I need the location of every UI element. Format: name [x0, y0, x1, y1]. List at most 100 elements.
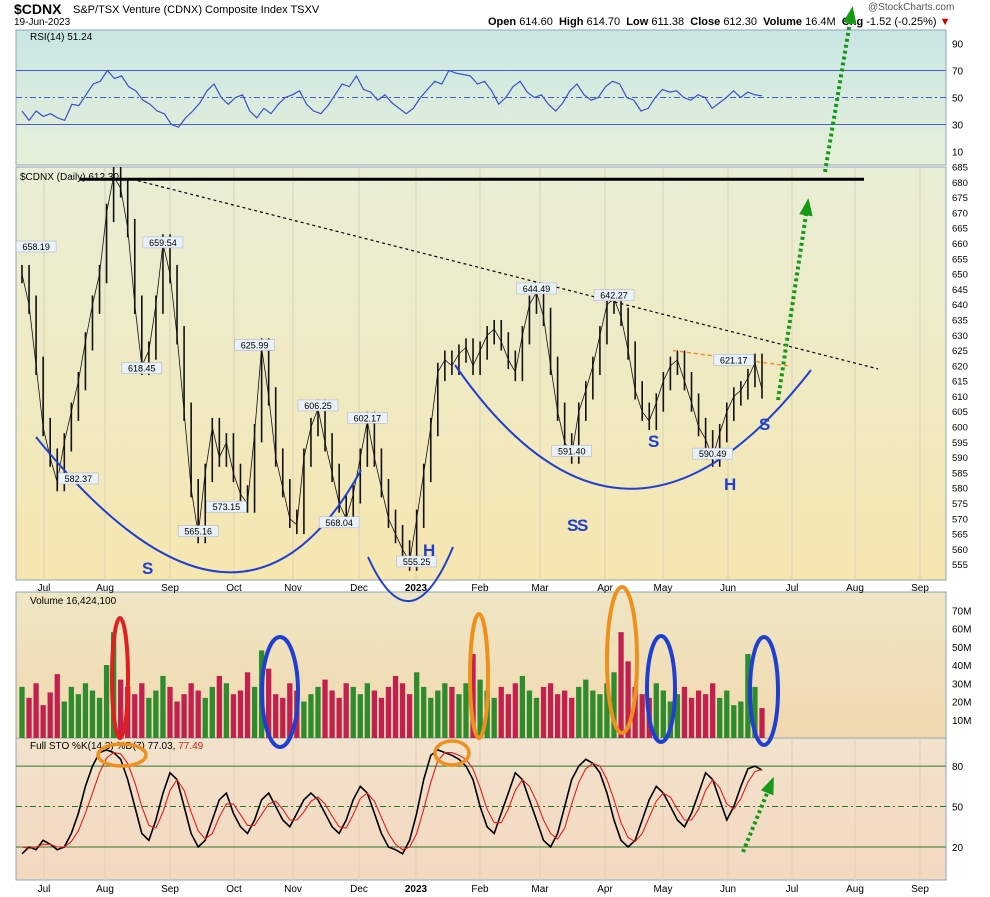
price-label-box [318, 516, 360, 529]
volume-bar [463, 683, 469, 738]
volume-bar [604, 683, 610, 738]
price-label-box [692, 447, 733, 460]
volume-bar [167, 686, 173, 738]
x-tick-label-top: Sep [911, 583, 929, 594]
x-tick-label-bottom: Feb [471, 884, 489, 895]
rsi-tick-label: 70 [952, 67, 964, 78]
volume-bar [68, 686, 74, 738]
rsi-tick-label: 50 [952, 94, 964, 105]
volume-tick-label: 30M [952, 679, 971, 690]
volume-bar [82, 683, 89, 738]
price-tick-label: 605 [952, 407, 968, 418]
volume-bar [724, 690, 730, 738]
x-tick-label-top: Aug [846, 583, 864, 594]
volume-bar [230, 694, 237, 738]
volume-bar [547, 683, 554, 738]
volume-bar [96, 697, 103, 738]
price-tick-label: 675 [952, 193, 968, 204]
sto-tick-label: 80 [952, 762, 964, 773]
volume-bar [266, 668, 272, 738]
sto-peak-ellipse [96, 742, 148, 768]
volume-bar [491, 697, 497, 738]
x-tick-label-bottom: Aug [846, 884, 864, 895]
stockcharts-credit: @StockCharts.com [868, 2, 955, 13]
symbol-title: $CDNX [14, 1, 62, 17]
x-tick-label-bottom: May [654, 884, 673, 895]
volume-bar [428, 697, 434, 738]
x-tick-label-bottom: Aug [96, 884, 114, 895]
volume-bar [702, 694, 709, 738]
volume-bar [421, 686, 427, 738]
volume-highlight-ellipse [260, 635, 300, 749]
volume-bar [202, 697, 208, 738]
price-tick-label: 685 [952, 163, 968, 174]
chart-date: 19-Jun-2023 [14, 17, 71, 28]
volume-bar [442, 683, 448, 738]
volume-bar [343, 683, 349, 738]
price-label: 642.27 [600, 291, 628, 301]
x-tick-label-bottom: Jun [720, 884, 736, 895]
price-tick-label: 620 [952, 361, 968, 372]
x-tick-label-top: Apr [597, 583, 613, 594]
volume-bar [618, 632, 624, 738]
price-label: 618.45 [128, 364, 156, 374]
pattern-letter: S [648, 432, 659, 451]
price-label-box [516, 282, 557, 295]
price-label-box [396, 555, 437, 568]
volume-bar [287, 683, 293, 738]
volume-bar [146, 697, 152, 738]
rsi-tick-label: 10 [952, 148, 964, 159]
price-label-box [593, 289, 635, 301]
volume-bar [216, 675, 222, 738]
x-tick-label-top: Oct [226, 583, 242, 594]
x-tick-label-top: Nov [284, 583, 302, 594]
volume-tick-label: 10M [952, 716, 971, 727]
volume-bar [223, 683, 230, 738]
price-label: 606.25 [304, 401, 332, 411]
breakout-arrow-short-head [799, 198, 813, 217]
volume-tick-label: 60M [952, 625, 971, 636]
price-label-box [58, 472, 99, 485]
x-tick-label-top: Jul [38, 583, 51, 594]
volume-bar [47, 692, 53, 738]
price-label-box [297, 399, 339, 412]
price-label: 602.17 [354, 413, 382, 423]
volume-bar [322, 679, 328, 738]
volume-bar [237, 690, 244, 738]
volume-bar [759, 708, 765, 738]
volume-bar [569, 697, 575, 738]
pattern-letter: S [577, 516, 588, 535]
price-tick-label: 625 [952, 346, 968, 357]
volume-bar [611, 672, 617, 738]
volume-bar [385, 686, 392, 738]
volume-bar [717, 697, 723, 738]
volume-bar [350, 686, 356, 738]
volume-bar [195, 690, 201, 738]
x-tick-label-bottom: Oct [226, 884, 242, 895]
volume-bar [590, 690, 596, 738]
volume-bar [273, 694, 279, 738]
price-tick-label: 635 [952, 315, 968, 326]
volume-bar [406, 694, 413, 738]
volume-bar [710, 683, 716, 738]
volume-highlight-ellipse [748, 635, 780, 747]
price-label-box [551, 445, 592, 457]
price-label: 591.40 [558, 446, 586, 456]
price-tick-label: 615 [952, 377, 968, 388]
price-tick-label: 645 [952, 285, 968, 296]
price-tick-label: 560 [952, 545, 968, 556]
price-label-box [15, 240, 57, 253]
price-label: 590.49 [699, 449, 727, 459]
breakout-arrow-short [776, 207, 809, 401]
volume-bar [540, 686, 547, 738]
volume-bar [209, 686, 215, 738]
price-label: 658.19 [22, 242, 50, 252]
volume-bar [449, 686, 455, 738]
volume-bar [688, 697, 695, 738]
volume-bar [89, 690, 96, 738]
volume-bar [26, 697, 32, 738]
volume-bar [132, 694, 138, 738]
volume-bar [244, 672, 251, 738]
volume-bar [61, 701, 67, 738]
